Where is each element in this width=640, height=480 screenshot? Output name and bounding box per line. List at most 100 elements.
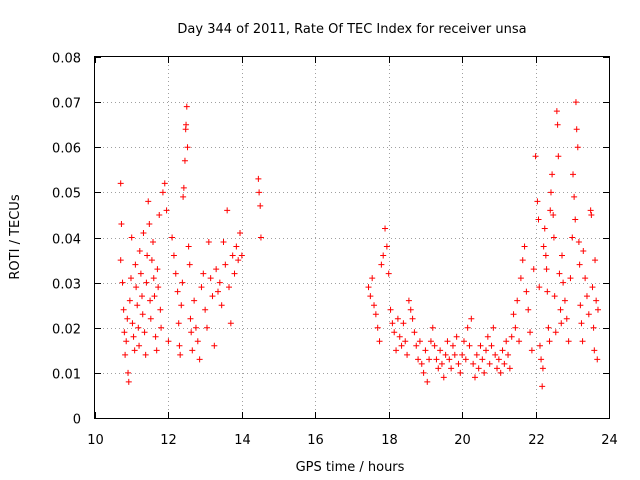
- data-point: [483, 347, 490, 354]
- data-point: [549, 171, 556, 178]
- data-point: [237, 229, 244, 236]
- x-axis-label: GPS time / hours: [296, 460, 405, 475]
- data-point: [194, 338, 201, 345]
- data-point: [161, 180, 168, 187]
- data-point: [411, 329, 418, 336]
- data-point: [519, 257, 526, 264]
- data-point: [155, 284, 162, 291]
- y-axis-label: ROTI / TECUs: [8, 194, 23, 279]
- data-point: [393, 347, 400, 354]
- data-point: [470, 360, 477, 367]
- data-point: [129, 320, 136, 327]
- data-point: [165, 338, 172, 345]
- x-tick-label: 14: [234, 433, 251, 448]
- data-point: [424, 378, 431, 385]
- data-point: [547, 207, 554, 214]
- data-point: [222, 261, 229, 268]
- data-point: [207, 275, 214, 282]
- data-point: [553, 108, 560, 115]
- data-point: [409, 315, 416, 322]
- data-point: [486, 360, 493, 367]
- data-point: [196, 356, 203, 363]
- data-point: [517, 275, 524, 282]
- data-point: [541, 225, 548, 232]
- data-point: [416, 338, 423, 345]
- data-point: [501, 360, 508, 367]
- x-tick-label: 16: [307, 433, 324, 448]
- data-point: [582, 275, 589, 282]
- data-point: [457, 369, 464, 376]
- data-point: [535, 216, 542, 223]
- data-point: [479, 356, 486, 363]
- data-point: [438, 360, 445, 367]
- axis-ticks: [95, 57, 610, 419]
- data-point: [429, 324, 436, 331]
- data-point: [121, 329, 128, 336]
- data-point: [256, 189, 263, 196]
- data-point: [179, 279, 186, 286]
- data-point: [510, 311, 517, 318]
- data-point: [402, 338, 409, 345]
- data-point: [557, 306, 564, 313]
- data-point: [138, 293, 145, 300]
- data-point: [126, 297, 133, 304]
- data-point: [136, 342, 143, 349]
- data-point: [570, 171, 577, 178]
- data-point: [383, 243, 390, 250]
- data-point: [546, 338, 553, 345]
- data-point: [135, 324, 142, 331]
- data-point: [536, 342, 543, 349]
- data-point: [140, 229, 147, 236]
- data-point: [224, 207, 231, 214]
- data-point: [400, 320, 407, 327]
- data-point: [556, 270, 563, 277]
- data-point: [136, 248, 143, 255]
- y-tick-label: 0.08: [52, 52, 81, 67]
- data-point: [175, 320, 182, 327]
- data-point: [120, 306, 127, 313]
- data-point: [435, 365, 442, 372]
- data-point: [585, 311, 592, 318]
- data-point: [142, 351, 149, 358]
- data-point: [442, 351, 449, 358]
- data-point: [203, 324, 210, 331]
- data-point: [157, 306, 164, 313]
- x-tick-label: 10: [87, 433, 104, 448]
- data-point: [451, 351, 458, 358]
- data-point: [216, 279, 223, 286]
- data-point: [156, 211, 163, 218]
- data-point: [555, 153, 562, 160]
- data-point: [183, 121, 190, 128]
- data-point: [578, 320, 585, 327]
- data-point: [188, 329, 195, 336]
- data-point: [567, 275, 574, 282]
- data-point: [527, 329, 534, 336]
- data-point: [192, 324, 199, 331]
- data-point: [226, 284, 233, 291]
- data-point: [481, 369, 488, 376]
- data-point: [205, 239, 212, 246]
- data-point: [574, 144, 581, 151]
- data-point: [169, 234, 176, 241]
- data-point: [508, 333, 515, 340]
- x-tick-label: 20: [454, 433, 471, 448]
- data-point: [369, 275, 376, 282]
- data-point: [488, 342, 495, 349]
- data-point: [152, 333, 159, 340]
- data-point: [565, 338, 572, 345]
- data-point: [218, 302, 225, 309]
- data-point: [418, 360, 425, 367]
- data-point: [389, 320, 396, 327]
- data-point: [187, 315, 194, 322]
- y-tick-label: 0.05: [52, 187, 81, 202]
- data-point: [593, 297, 600, 304]
- data-point: [177, 351, 184, 358]
- data-point: [404, 351, 411, 358]
- data-point: [455, 360, 462, 367]
- data-point: [453, 333, 460, 340]
- data-point: [466, 342, 473, 349]
- y-tick-label: 0.01: [52, 368, 81, 383]
- data-point: [571, 193, 578, 200]
- data-point: [590, 324, 597, 331]
